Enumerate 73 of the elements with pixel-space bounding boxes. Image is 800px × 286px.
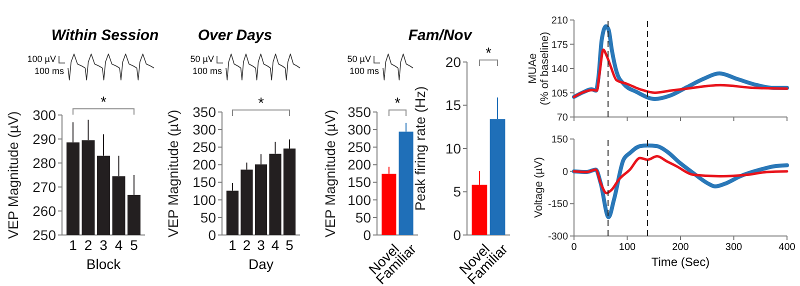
- text: 100 ms: [192, 66, 222, 76]
- x-tick-label: 3: [100, 237, 108, 253]
- x-tick-label: 4: [114, 237, 123, 253]
- y-tick-label: 250: [192, 139, 216, 156]
- x-tick-label: 1: [69, 237, 78, 253]
- text: 100 ms: [349, 66, 380, 76]
- text: 100 µV: [27, 54, 56, 64]
- x-tick-label: 3: [257, 237, 266, 253]
- text: 100 ms: [34, 66, 64, 76]
- y-axis-title: VEP Magnitude (µV): [165, 110, 181, 238]
- y-tick-label: 260: [32, 202, 56, 219]
- chart-title: Within Session: [51, 27, 159, 44]
- y-tick-label: 300: [192, 121, 216, 138]
- y-tick-label: 150: [348, 174, 372, 190]
- x-tick-label: 2: [242, 237, 251, 253]
- y-axis-title: VEP Magnitude (µV): [322, 110, 338, 238]
- y-axis-title: Voltage (µV): [533, 157, 545, 218]
- y-tick-label: 270: [32, 178, 56, 195]
- y-tick-label: 210: [551, 16, 568, 26]
- y-tick-label: 250: [348, 139, 372, 156]
- y-tick-label: 0: [363, 226, 372, 243]
- y-tick-label: 200: [192, 156, 216, 173]
- y-tick-label: 5: [453, 184, 462, 200]
- y-tick-label: -150: [548, 199, 568, 210]
- y-tick-label: 200: [348, 156, 372, 173]
- x-tick-label: 5: [286, 237, 294, 253]
- y-tick-label: 140: [551, 64, 568, 75]
- y-tick-label: 150: [192, 174, 216, 190]
- text: *: [100, 94, 107, 111]
- y-tick-label: -300: [548, 232, 568, 242]
- y-axis-title: VEP Magnitude (µV): [5, 111, 21, 239]
- y-tick-label: 150: [551, 134, 568, 146]
- y-tick-label: 280: [32, 154, 56, 171]
- x-tick-label: 100: [618, 242, 636, 253]
- y-tick-label: 20: [445, 54, 462, 70]
- y-tick-label: 105: [551, 88, 568, 100]
- y-tick-label: 10: [445, 140, 462, 156]
- y-tick-label: 70: [556, 112, 568, 124]
- annotation: *: [486, 45, 492, 62]
- y-tick-label: 50: [200, 209, 216, 226]
- x-axis-title: Block: [86, 256, 122, 272]
- y-axis-title: MUAe (% of baseline): [526, 32, 552, 106]
- y-tick-label: 290: [32, 130, 56, 147]
- chart-title: Fam/Nov: [408, 27, 474, 44]
- x-tick-label: 0: [571, 242, 578, 253]
- x-tick-label: 400: [778, 242, 796, 253]
- annotation: *: [394, 95, 401, 112]
- x-axis-title: Time (Sec): [651, 255, 710, 269]
- y-tick-label: 100: [348, 192, 372, 208]
- y-tick-label: 250: [32, 226, 56, 243]
- y-tick-label: 15: [445, 97, 462, 114]
- y-tick-label: 300: [348, 121, 372, 138]
- text: 50 µV: [190, 54, 214, 64]
- x-tick-label: 2: [84, 237, 92, 253]
- x-tick-label: 300: [725, 242, 743, 253]
- chart-title: Over Days: [198, 27, 272, 44]
- y-tick-label: 350: [192, 104, 216, 120]
- y-tick-label: 0: [562, 166, 568, 178]
- text: 50 µV: [347, 54, 371, 64]
- y-tick-label: 50: [355, 209, 372, 226]
- y-axis-title: Peak firing rate (Hz): [412, 86, 428, 211]
- x-axis-title: Day: [248, 256, 274, 272]
- y-tick-label: 175: [551, 40, 568, 51]
- y-tick-label: 100: [192, 192, 216, 208]
- x-tick-label: 5: [130, 237, 138, 253]
- annotation: *: [258, 95, 264, 112]
- y-tick-label: 0: [208, 226, 216, 243]
- y-tick-label: 0: [453, 226, 462, 243]
- y-tick-label: 300: [32, 106, 56, 123]
- x-tick-label: 4: [271, 237, 280, 253]
- x-tick-label: 200: [672, 242, 690, 253]
- x-tick-label: 1: [228, 237, 237, 253]
- y-tick-label: 350: [348, 104, 372, 120]
